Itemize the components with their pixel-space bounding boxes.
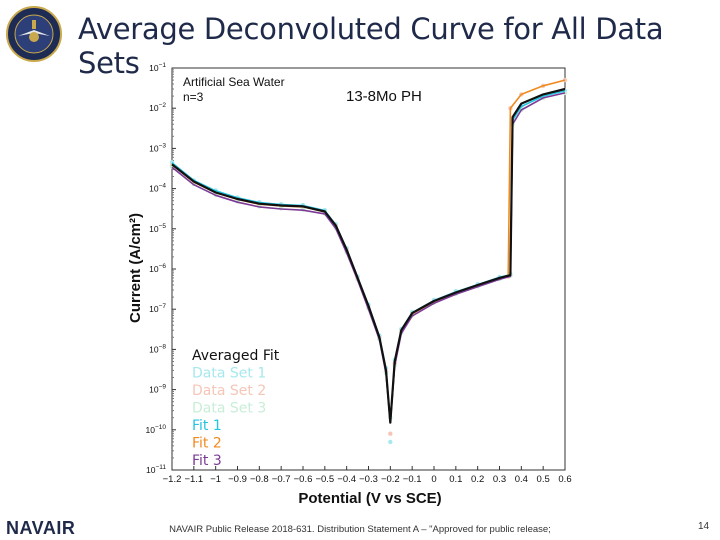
x-tick-label: 0.1 <box>449 474 462 485</box>
data-point <box>388 431 393 436</box>
legend-entry: Fit 1 <box>192 418 222 434</box>
annotation-electrolyte: Artificial Sea Water <box>183 75 285 89</box>
annotation-layer: Artificial Sea Water n=3 13-8Mo PH <box>183 75 422 105</box>
x-tick-label: −1 <box>210 474 221 485</box>
x-tick-label: 0 <box>431 474 436 485</box>
slide-title: Average Deconvoluted Curve for All Data … <box>78 12 664 80</box>
polarization-chart: −1.2 −1.1 −1 −0.9 −0.8 −0.7 −0.6 −0.5 −0.4 −0.3 −0… <box>127 62 572 507</box>
x-tick-label: −0.1 <box>403 474 422 485</box>
series-line <box>171 87 566 424</box>
x-tick-label: 0.4 <box>515 474 528 485</box>
legend-entry: Data Set 3 <box>192 401 266 417</box>
legend-entry: Averaged Fit <box>192 348 280 364</box>
data-point <box>388 439 393 445</box>
series-layer <box>169 77 568 445</box>
navair-logo: NAVAIR <box>6 518 76 538</box>
chart-axes: −1.2 −1.1 −1 −0.9 −0.8 −0.7 −0.6 −0.5 −0.4 −0.3 −0… <box>146 62 572 485</box>
y-tick-label: 10−6 <box>149 263 166 274</box>
x-tick-label: −0.6 <box>294 474 313 485</box>
page-number: 14 <box>698 521 710 532</box>
y-tick-label: 10−10 <box>146 424 167 435</box>
x-tick-label: −0.9 <box>228 474 247 485</box>
navair-seal-icon <box>6 6 62 62</box>
x-tick-label: 0.6 <box>558 474 571 485</box>
x-tick-label: 0.3 <box>493 474 506 485</box>
x-tick-label: −0.2 <box>381 474 400 485</box>
y-tick-label: 10−7 <box>149 303 166 314</box>
y-tick-label: 10−4 <box>149 183 166 194</box>
y-tick-label: 10−11 <box>146 464 166 475</box>
x-axis-label: Potential (V vs SCE) <box>298 490 441 507</box>
series-averaged-fit <box>171 87 566 424</box>
x-tick-label: 0.5 <box>537 474 550 485</box>
x-tick-label: 0.2 <box>471 474 484 485</box>
x-tick-label: −0.5 <box>315 474 334 485</box>
y-tick-label: 10−1 <box>149 62 166 73</box>
y-tick-label: 10−2 <box>149 102 166 113</box>
y-tick-label: 10−5 <box>149 223 166 234</box>
x-tick-label: −0.4 <box>337 474 356 485</box>
annotation-sample-count: n=3 <box>183 90 204 104</box>
footer-text: NAVAIR Public Release 2018-631. Distribu… <box>169 524 551 535</box>
y-tick-label: 10−8 <box>149 343 166 354</box>
x-tick-label: −1.2 <box>163 474 182 485</box>
x-tick-label: −1.1 <box>184 474 203 485</box>
y-tick-label: 10−9 <box>149 384 166 395</box>
legend-entry: Fit 3 <box>192 453 222 469</box>
x-tick-label: −0.8 <box>250 474 269 485</box>
y-axis-label: Current (A/cm²) <box>127 213 144 323</box>
legend-entry: Data Set 2 <box>192 383 266 399</box>
x-tick-label: −0.7 <box>272 474 291 485</box>
legend-entry: Data Set 1 <box>192 366 266 382</box>
legend-entry: Fit 2 <box>192 436 222 452</box>
y-tick-label: 10−3 <box>149 142 166 153</box>
x-tick-label: −0.3 <box>359 474 378 485</box>
annotation-alloy: 13-8Mo PH <box>346 88 422 105</box>
